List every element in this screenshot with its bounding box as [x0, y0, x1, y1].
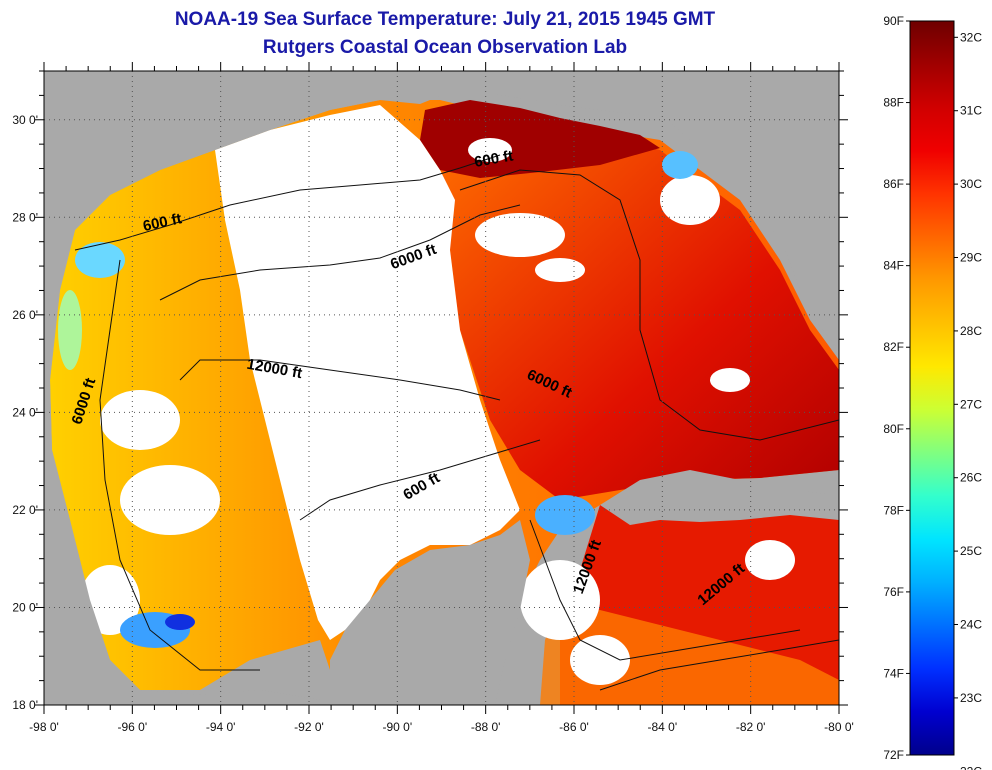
colorbar-c-label: 24C [960, 618, 982, 632]
lon-tick-label: -86 0' [559, 720, 589, 734]
colorbar-f-label: 82F [883, 340, 904, 354]
lon-tick-label: -92 0' [294, 720, 324, 734]
colorbar-f-label: 84F [883, 259, 904, 273]
colorbar-f-label: 72F [883, 748, 904, 762]
graticule [44, 71, 839, 705]
lon-tick-label: -98 0' [29, 720, 59, 734]
lon-tick-label: -96 0' [118, 720, 148, 734]
axis-ticks: -98 0' -96 0' -94 0' -92 0' -90 0' -88 0' -86 … [12, 62, 854, 734]
cloud-mask-central [215, 105, 520, 640]
lat-tick-label: 26 0' [12, 308, 38, 322]
florida-land [660, 71, 839, 350]
colorbar-c-label: 32C [960, 30, 982, 44]
colorbar-f-label: 80F [883, 422, 904, 436]
colorbar-c-label: 23C [960, 691, 982, 705]
lat-tick-label: 30 0' [12, 113, 38, 127]
colorbar-c-label: 22C [960, 764, 982, 770]
contour-label: 600 ft [473, 147, 515, 171]
colorbar-c-label: 30C [960, 177, 982, 191]
colorbar-f-label: 90F [883, 14, 904, 28]
map-frame [43, 70, 840, 706]
map-title: NOAA-19 Sea Surface Temperature: July 21… [174, 9, 716, 30]
colorbar-c-label: 28C [960, 324, 982, 338]
north-coast-land [380, 71, 665, 118]
lon-tick-label: -84 0' [648, 720, 678, 734]
colorbar-f-label: 88F [883, 96, 904, 110]
lon-tick-label: -88 0' [471, 720, 501, 734]
lon-tick-label: -90 0' [383, 720, 413, 734]
lat-tick-label: 28 0' [12, 210, 38, 224]
yucatan-land [330, 520, 530, 705]
colorbar-c-label: 25C [960, 544, 982, 558]
colorbar-c-label: 31C [960, 104, 982, 118]
colorbar-f-label: 74F [883, 666, 904, 680]
colorbar-f-label: 86F [883, 177, 904, 191]
mexico-texas-land [44, 71, 380, 705]
bathymetry-contours [74, 154, 839, 691]
colorbar [909, 20, 955, 756]
colorbar-c-label: 27C [960, 397, 982, 411]
colorbar-labels: 90F 88F 86F 84F 82F 80F 78F 76F 74F 72F 32C 31C 30C 2… [883, 14, 982, 770]
lat-tick-label: 22 0' [12, 503, 38, 517]
cloud-patches [80, 138, 795, 685]
lat-tick-label: 18 0' [12, 698, 38, 712]
lon-tick-label: -94 0' [206, 720, 236, 734]
colorbar-f-label: 76F [883, 585, 904, 599]
map-subtitle: Rutgers Coastal Ocean Observation Lab [262, 37, 628, 58]
colorbar-f-label: 78F [883, 503, 904, 517]
cuba-land [600, 470, 839, 525]
lat-tick-label: 24 0' [12, 405, 38, 419]
lon-tick-label: -80 0' [824, 720, 854, 734]
lat-tick-label: 20 0' [12, 600, 38, 614]
lon-tick-label: -82 0' [736, 720, 766, 734]
colorbar-c-label: 26C [960, 471, 982, 485]
colorbar-c-label: 29C [960, 251, 982, 265]
